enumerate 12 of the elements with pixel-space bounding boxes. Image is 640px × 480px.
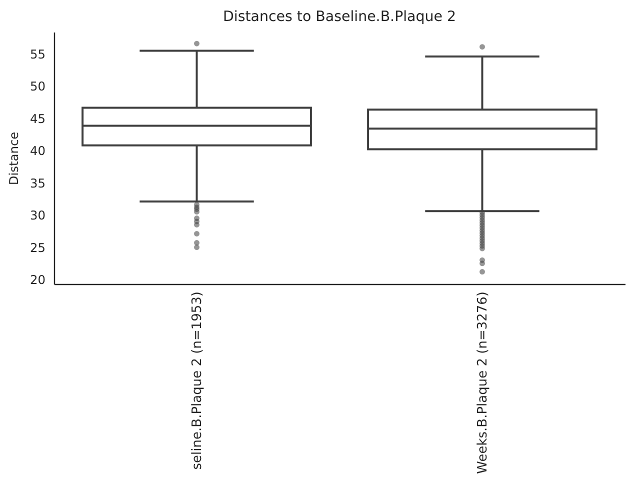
x-tick-label: Weeks.B.Plaque 2 (n=3276) bbox=[475, 292, 490, 474]
y-tick-label: 50 bbox=[30, 80, 46, 94]
y-tick-label: 25 bbox=[30, 240, 46, 255]
y-tick-label: 30 bbox=[30, 208, 46, 223]
y-tick-label: 45 bbox=[30, 112, 46, 126]
y-tick-label: 35 bbox=[30, 176, 46, 190]
x-tick-label: seline.B.Plaque 2 (n=1953) bbox=[190, 292, 205, 470]
chart-title: Distances to Baseline.B.Plaque 2 bbox=[222, 8, 456, 25]
y-tick-label: 40 bbox=[30, 144, 46, 158]
y-tick-label: 20 bbox=[30, 272, 46, 287]
y-axis-title: Distance bbox=[6, 132, 21, 186]
y-tick-label: 55 bbox=[30, 47, 46, 62]
